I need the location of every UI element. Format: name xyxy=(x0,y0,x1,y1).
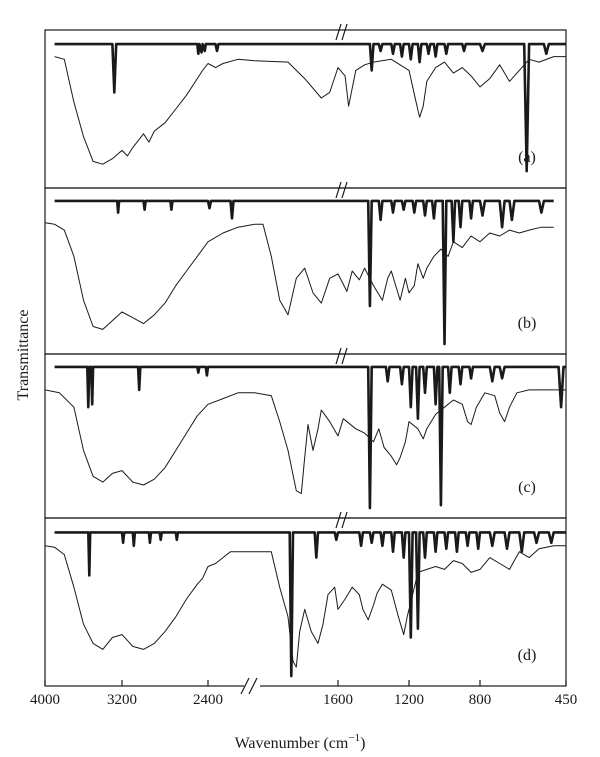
panel-label: (b) xyxy=(518,315,537,332)
panel-label: (c) xyxy=(518,479,536,496)
spectrum-panel: (a) xyxy=(44,23,567,189)
panel-frame xyxy=(44,517,567,687)
x-axis-title: Wavenumber (cm−1) xyxy=(235,732,366,752)
calculated-spectrum-line xyxy=(54,199,554,346)
experimental-spectrum-line xyxy=(44,389,566,495)
panel-frame xyxy=(44,353,567,519)
experimental-spectrum-line xyxy=(44,222,554,330)
spectrum-panel: (d) xyxy=(44,511,567,687)
panels-layer: (a) (b) (c) (d) xyxy=(44,23,567,687)
x-tick-label: 450 xyxy=(555,692,578,708)
axis-break-marker xyxy=(335,511,348,529)
calculated-spectrum-line xyxy=(54,42,566,173)
x-tick-label: 4000 xyxy=(30,692,60,708)
panel-label: (d) xyxy=(518,647,537,664)
y-axis-title: Transmittance xyxy=(15,310,32,401)
panel-label: (a) xyxy=(518,149,536,166)
x-tick-label: 3200 xyxy=(107,692,137,708)
axis-break-marker xyxy=(335,23,348,41)
x-tick-label: 2400 xyxy=(193,692,223,708)
spectrum-panel: (b) xyxy=(44,181,567,355)
x-tick-label: 800 xyxy=(469,692,492,708)
x-axis: 4000 3200 2400 1600 1200 800 450 xyxy=(30,677,578,708)
spectrum-panel: (c) xyxy=(44,347,567,519)
calculated-spectrum-line xyxy=(54,531,566,678)
panel-frame xyxy=(44,29,567,189)
calculated-spectrum-line xyxy=(54,365,566,510)
x-tick-label: 1200 xyxy=(394,692,424,708)
axis-break-marker xyxy=(335,181,348,199)
x-axis-title-superscript: −1 xyxy=(348,732,360,744)
axis-break-marker xyxy=(335,347,348,365)
x-tick-label: 1600 xyxy=(323,692,353,708)
x-axis-break-marker xyxy=(240,677,260,695)
experimental-spectrum-line xyxy=(54,56,566,165)
experimental-spectrum-line xyxy=(44,545,566,668)
